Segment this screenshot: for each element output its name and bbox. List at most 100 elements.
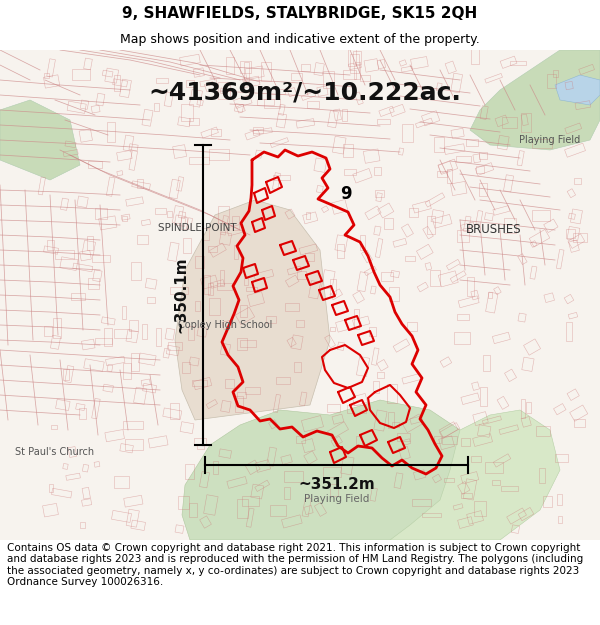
Bar: [244, 62, 249, 81]
Bar: [237, 392, 246, 398]
Bar: [73, 263, 93, 272]
Bar: [43, 75, 60, 88]
Bar: [374, 226, 381, 236]
Bar: [402, 124, 413, 142]
Bar: [376, 239, 383, 258]
Bar: [399, 60, 407, 66]
Bar: [451, 181, 467, 196]
Bar: [306, 212, 310, 219]
Bar: [422, 513, 441, 518]
Bar: [518, 313, 526, 322]
Bar: [353, 291, 364, 303]
Bar: [343, 70, 356, 79]
Bar: [325, 335, 335, 348]
Bar: [222, 320, 232, 329]
Bar: [83, 58, 92, 70]
Bar: [473, 434, 493, 446]
Bar: [484, 354, 490, 371]
Bar: [448, 169, 452, 183]
Bar: [439, 271, 458, 287]
Bar: [314, 503, 326, 516]
Bar: [131, 353, 139, 371]
Bar: [314, 158, 327, 172]
Bar: [501, 486, 518, 491]
Bar: [377, 372, 383, 378]
Bar: [341, 456, 354, 475]
Bar: [240, 340, 256, 348]
Bar: [370, 488, 377, 501]
Bar: [96, 93, 105, 106]
Bar: [166, 345, 179, 356]
Bar: [189, 357, 199, 366]
Bar: [246, 508, 254, 528]
Bar: [124, 421, 143, 429]
Bar: [377, 359, 388, 371]
Bar: [235, 104, 244, 112]
Bar: [245, 66, 264, 79]
Bar: [82, 488, 91, 499]
Bar: [182, 362, 190, 373]
Bar: [285, 303, 299, 311]
Bar: [220, 343, 230, 356]
Bar: [189, 157, 209, 164]
Bar: [389, 288, 399, 301]
Bar: [327, 404, 340, 412]
Bar: [334, 109, 341, 121]
Bar: [209, 243, 226, 258]
Bar: [84, 359, 104, 371]
Bar: [407, 322, 418, 331]
Bar: [492, 480, 500, 485]
Bar: [290, 72, 302, 81]
Bar: [47, 240, 55, 251]
Bar: [217, 282, 232, 289]
Bar: [203, 495, 218, 515]
Bar: [544, 293, 554, 302]
Bar: [175, 525, 184, 533]
Bar: [473, 154, 481, 163]
Bar: [267, 89, 285, 94]
Bar: [374, 410, 387, 431]
Bar: [205, 276, 211, 294]
Bar: [208, 283, 212, 294]
Bar: [255, 150, 262, 158]
Bar: [237, 499, 248, 518]
Bar: [328, 422, 349, 439]
Bar: [461, 438, 470, 446]
Bar: [106, 177, 115, 196]
Bar: [245, 387, 260, 394]
Bar: [375, 190, 384, 197]
Bar: [478, 425, 491, 438]
Bar: [286, 275, 299, 287]
Bar: [114, 329, 131, 338]
Bar: [87, 236, 93, 250]
Bar: [547, 74, 556, 88]
Bar: [82, 464, 89, 472]
Bar: [56, 399, 70, 411]
Bar: [235, 307, 254, 325]
Bar: [314, 62, 325, 76]
Bar: [476, 211, 483, 224]
Bar: [510, 61, 526, 66]
Bar: [417, 282, 428, 292]
Bar: [436, 83, 442, 91]
Bar: [495, 115, 508, 127]
Bar: [305, 254, 314, 261]
Bar: [485, 462, 503, 473]
Bar: [433, 474, 442, 483]
Bar: [511, 525, 520, 534]
Bar: [253, 127, 263, 132]
Bar: [285, 209, 295, 219]
Bar: [178, 117, 191, 127]
Bar: [355, 92, 363, 105]
Bar: [565, 123, 581, 134]
Bar: [251, 484, 264, 499]
Bar: [399, 446, 410, 460]
Bar: [522, 357, 534, 371]
Bar: [208, 246, 217, 252]
Bar: [202, 228, 209, 241]
Bar: [353, 51, 361, 64]
Bar: [467, 277, 474, 296]
Bar: [276, 377, 290, 384]
Bar: [539, 468, 545, 483]
Bar: [52, 424, 57, 429]
